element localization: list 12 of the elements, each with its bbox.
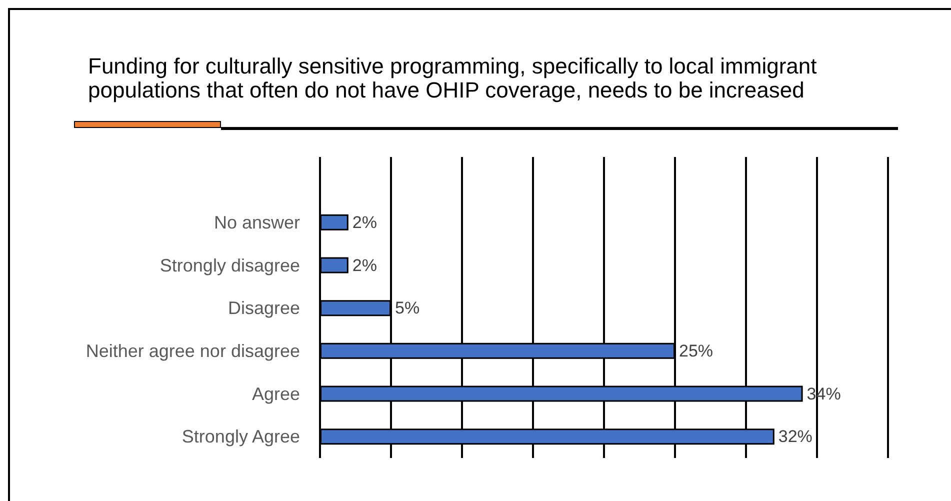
data-label: 25% <box>679 341 714 360</box>
y-tick-label: Neither agree nor disagree <box>86 340 300 361</box>
data-label: 32% <box>778 427 812 446</box>
y-tick-label: Agree <box>252 384 300 404</box>
chart-title: Funding for culturally sensitive programming, specifically to local immigrant populations that often do not have OHIP coverage, needs to be increased <box>88 54 823 102</box>
data-label: 5% <box>395 298 420 318</box>
y-tick-label: Strongly Agree <box>182 426 300 447</box>
data-label: 2% <box>352 256 377 275</box>
y-tick-label: No answer <box>214 212 300 232</box>
y-tick-label: Disagree <box>228 298 300 318</box>
y-tick-label: Strongly disagree <box>160 255 300 276</box>
data-label: 2% <box>352 212 377 232</box>
